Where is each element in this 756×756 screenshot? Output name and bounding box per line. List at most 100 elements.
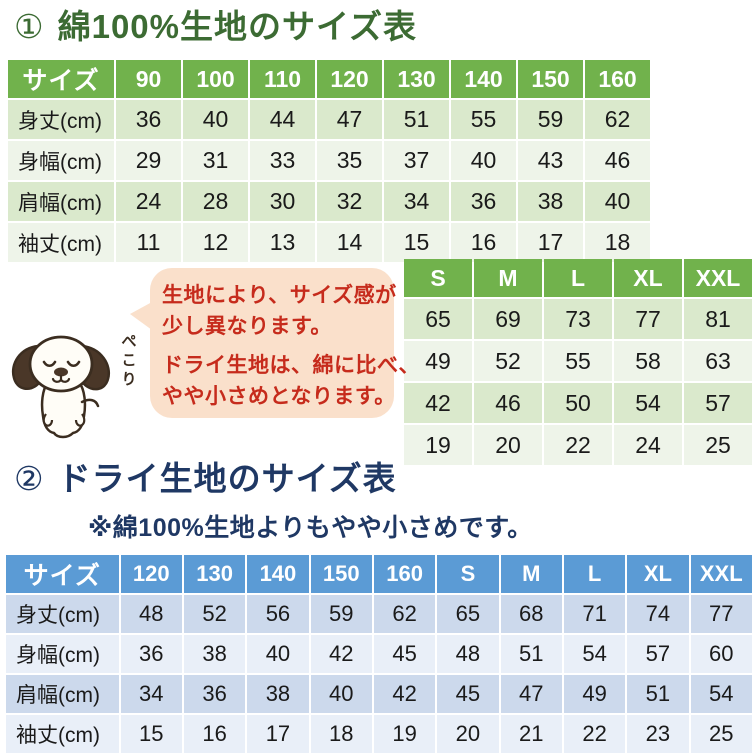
- cell: 14: [317, 223, 382, 262]
- bubble-line: 生地により、サイズ感が: [162, 284, 397, 307]
- table-row: 肩幅(cm) 34 36 38 40 42 45 47 49 51 54: [6, 675, 752, 713]
- cell: 50: [544, 383, 612, 423]
- cell: 36: [120, 635, 182, 673]
- cell: 40: [310, 675, 372, 713]
- column-header-120: 120: [317, 60, 382, 98]
- cell: 13: [250, 223, 315, 262]
- cell: 46: [474, 383, 542, 423]
- cell: 15: [120, 715, 182, 753]
- speech-bubble: 生地により、サイズ感が 少し異なります。 ドライ生地は、綿に比べ、 やや小さめと…: [130, 268, 420, 418]
- cell: 15: [384, 223, 449, 262]
- bowing-dog-illustration: [11, 335, 111, 439]
- cell: 65: [404, 299, 472, 339]
- bubble-spacer: [162, 342, 394, 350]
- column-header-150: 150: [310, 555, 372, 593]
- row-label-shoulder-width: 肩幅(cm): [6, 675, 119, 713]
- column-header-l: L: [544, 259, 612, 297]
- cell: 18: [310, 715, 372, 753]
- cell: 47: [500, 675, 562, 713]
- table-header-row: S M L XL XXL: [404, 259, 752, 297]
- cell: 46: [585, 141, 650, 180]
- table-row: 肩幅(cm) 24 28 30 32 34 36 38 40: [8, 182, 650, 221]
- column-header-l: L: [563, 555, 626, 593]
- column-header-130: 130: [183, 555, 246, 593]
- cell: 33: [250, 141, 315, 180]
- cell: 40: [585, 182, 650, 221]
- cell: 34: [384, 182, 449, 221]
- cell: 55: [544, 341, 612, 381]
- row-label-sleeve-length: 袖丈(cm): [8, 223, 114, 262]
- column-header-s: S: [437, 555, 499, 593]
- cell: 77: [614, 299, 682, 339]
- cell: 69: [474, 299, 542, 339]
- table-row: 袖丈(cm) 15 16 17 18 19 20 21 22 23 25: [6, 715, 752, 753]
- row-label-sleeve-length: 袖丈(cm): [6, 715, 119, 753]
- column-header-90: 90: [116, 60, 181, 98]
- cell: 36: [451, 182, 516, 221]
- dry-size-table: サイズ 120 130 140 150 160 S M L XL XXL 身丈(…: [4, 553, 754, 755]
- cell: 51: [500, 635, 562, 673]
- cell: 18: [585, 223, 650, 262]
- section-heading-dry: ② ドライ生地のサイズ表: [14, 462, 397, 495]
- table-row: 19 20 22 24 25: [404, 425, 752, 465]
- cell: 38: [247, 675, 309, 713]
- cell: 28: [183, 182, 248, 221]
- cell: 77: [690, 595, 752, 633]
- column-header-160: 160: [373, 555, 436, 593]
- cell: 31: [183, 141, 248, 180]
- column-header-xl: XL: [614, 259, 682, 297]
- cotton-adult-size-table: S M L XL XXL 65 69 73 77 81 49 52 55 58 …: [402, 257, 754, 467]
- cell: 25: [684, 425, 752, 465]
- cell: 45: [373, 635, 436, 673]
- section-number-cotton: ①: [14, 8, 44, 45]
- cell: 54: [614, 383, 682, 423]
- table-row: 42 46 50 54 57: [404, 383, 752, 423]
- cell: 65: [437, 595, 499, 633]
- column-header-100: 100: [183, 60, 248, 98]
- cell: 48: [437, 635, 499, 673]
- cell: 71: [563, 595, 626, 633]
- cell: 51: [384, 100, 449, 139]
- section-title-dry: ドライ生地のサイズ表: [57, 460, 397, 497]
- cell: 74: [627, 595, 689, 633]
- bubble-line: ドライ生地は、綿に比べ、: [162, 354, 420, 377]
- cell: 59: [518, 100, 583, 139]
- column-header-xl: XL: [627, 555, 689, 593]
- cell: 49: [404, 341, 472, 381]
- cell: 12: [183, 223, 248, 262]
- column-header-130: 130: [384, 60, 449, 98]
- cell: 52: [183, 595, 246, 633]
- cell: 42: [373, 675, 436, 713]
- cell: 48: [120, 595, 182, 633]
- cell: 17: [518, 223, 583, 262]
- cell: 16: [183, 715, 246, 753]
- table-row: 身幅(cm) 29 31 33 35 37 40 43 46: [8, 141, 650, 180]
- cell: 81: [684, 299, 752, 339]
- section-title-cotton: 綿100%生地のサイズ表: [57, 8, 418, 45]
- cell: 11: [116, 223, 181, 262]
- cell: 40: [247, 635, 309, 673]
- cell: 19: [404, 425, 472, 465]
- cell: 62: [373, 595, 436, 633]
- cell: 73: [544, 299, 612, 339]
- cell: 21: [500, 715, 562, 753]
- column-header-110: 110: [250, 60, 315, 98]
- cell: 30: [250, 182, 315, 221]
- column-header-xxl: XXL: [684, 259, 752, 297]
- cell: 20: [437, 715, 499, 753]
- cell: 36: [183, 675, 246, 713]
- cell: 29: [116, 141, 181, 180]
- column-header-m: M: [500, 555, 562, 593]
- cell: 57: [684, 383, 752, 423]
- cell: 42: [310, 635, 372, 673]
- cell: 36: [116, 100, 181, 139]
- cell: 16: [451, 223, 516, 262]
- column-header-120: 120: [120, 555, 182, 593]
- cell: 35: [317, 141, 382, 180]
- table-row: 袖丈(cm) 11 12 13 14 15 16 17 18: [8, 223, 650, 262]
- cell: 38: [183, 635, 246, 673]
- table-header-row: サイズ 90 100 110 120 130 140 150 160: [8, 60, 650, 98]
- section-subtitle-dry: ※綿100%生地よりもやや小さめです。: [88, 514, 533, 542]
- row-label-body-width: 身幅(cm): [8, 141, 114, 180]
- cell: 38: [518, 182, 583, 221]
